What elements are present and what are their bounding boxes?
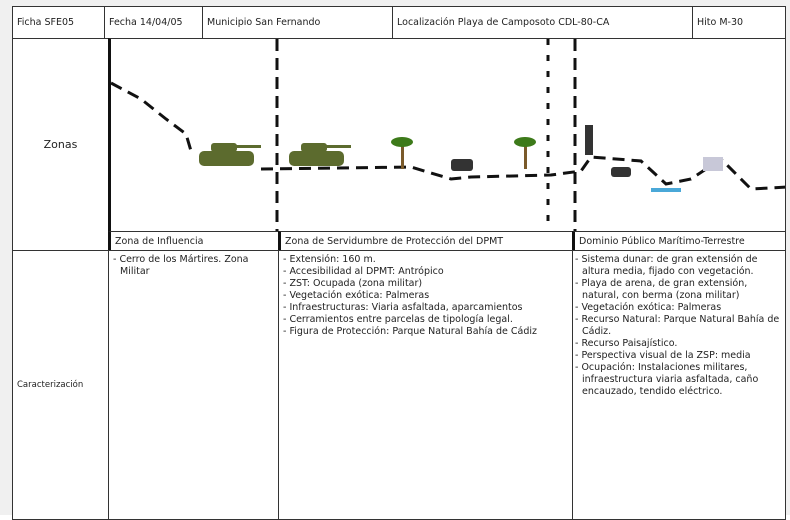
characterization-item: - Vegetación exótica: Palmeras xyxy=(283,290,430,301)
diagram-cell xyxy=(108,38,786,232)
characterization-item: - Accesibilidad al DPMT: Antrópico xyxy=(283,266,444,277)
characterization-cell: - Extensión: 160 m. - Accesibilidad al DP… xyxy=(278,250,573,520)
characterization-cell: - Sistema dunar: de gran extensión de al… xyxy=(572,250,786,520)
header-cell: Localización Playa de Camposoto CDL-80-C… xyxy=(392,6,693,39)
characterization-item: - Cerramientos entre parcelas de tipolog… xyxy=(283,314,513,325)
tank xyxy=(199,143,261,166)
characterization-item: - Recurso Paisajístico. xyxy=(575,338,678,349)
profile-diagram xyxy=(111,39,785,231)
channel xyxy=(651,188,681,192)
characterization-item: - Vegetación exótica: Palmeras xyxy=(575,302,722,313)
zone-label: Zona de Influencia xyxy=(108,231,279,251)
characterization-item: - Infraestructuras: Viaria asfaltada, ap… xyxy=(283,302,523,313)
characterization-item: - Figura de Protección: Parque Natural B… xyxy=(283,326,538,337)
characterization-cell: - Cerro de los Mártires. Zona Militar xyxy=(108,250,279,520)
header-cell: Ficha SFE05 xyxy=(12,6,105,39)
zone-label: Dominio Público Marítimo-Terrestre xyxy=(572,231,786,251)
characterization-item: - Recurso Natural: Parque Natural Bahía … xyxy=(575,314,780,337)
characterization-item: - Cerro de los Mártires. Zona Militar xyxy=(113,254,249,277)
car xyxy=(611,167,631,177)
palm xyxy=(514,137,536,169)
characterization-item: - Playa de arena, de gran extensión, nat… xyxy=(575,278,748,301)
characterization-item: - Ocupación: Instalaciones militares, in… xyxy=(575,362,759,397)
characterization-item: - ZST: Ocupada (zona militar) xyxy=(283,278,423,289)
header-cell: Hito M-30 xyxy=(692,6,786,39)
buildings xyxy=(703,157,723,171)
header-cell: Fecha 14/04/05 xyxy=(104,6,203,39)
car xyxy=(451,159,473,171)
tank xyxy=(289,143,351,166)
characterization-item: - Sistema dunar: de gran extensión de al… xyxy=(575,254,758,277)
row-label: Caracterización xyxy=(12,250,109,520)
palm xyxy=(391,137,413,169)
header-cell: Municipio San Fernando xyxy=(202,6,393,39)
characterization-item: - Extensión: 160 m. xyxy=(283,254,376,265)
zone-label: Zona de Servidumbre de Protección del DP… xyxy=(278,231,573,251)
characterization-item: - Perspectiva visual de la ZSP: media xyxy=(575,350,751,361)
terrain xyxy=(111,81,193,152)
pylon xyxy=(585,125,593,155)
row-label: Zonas xyxy=(12,38,109,251)
